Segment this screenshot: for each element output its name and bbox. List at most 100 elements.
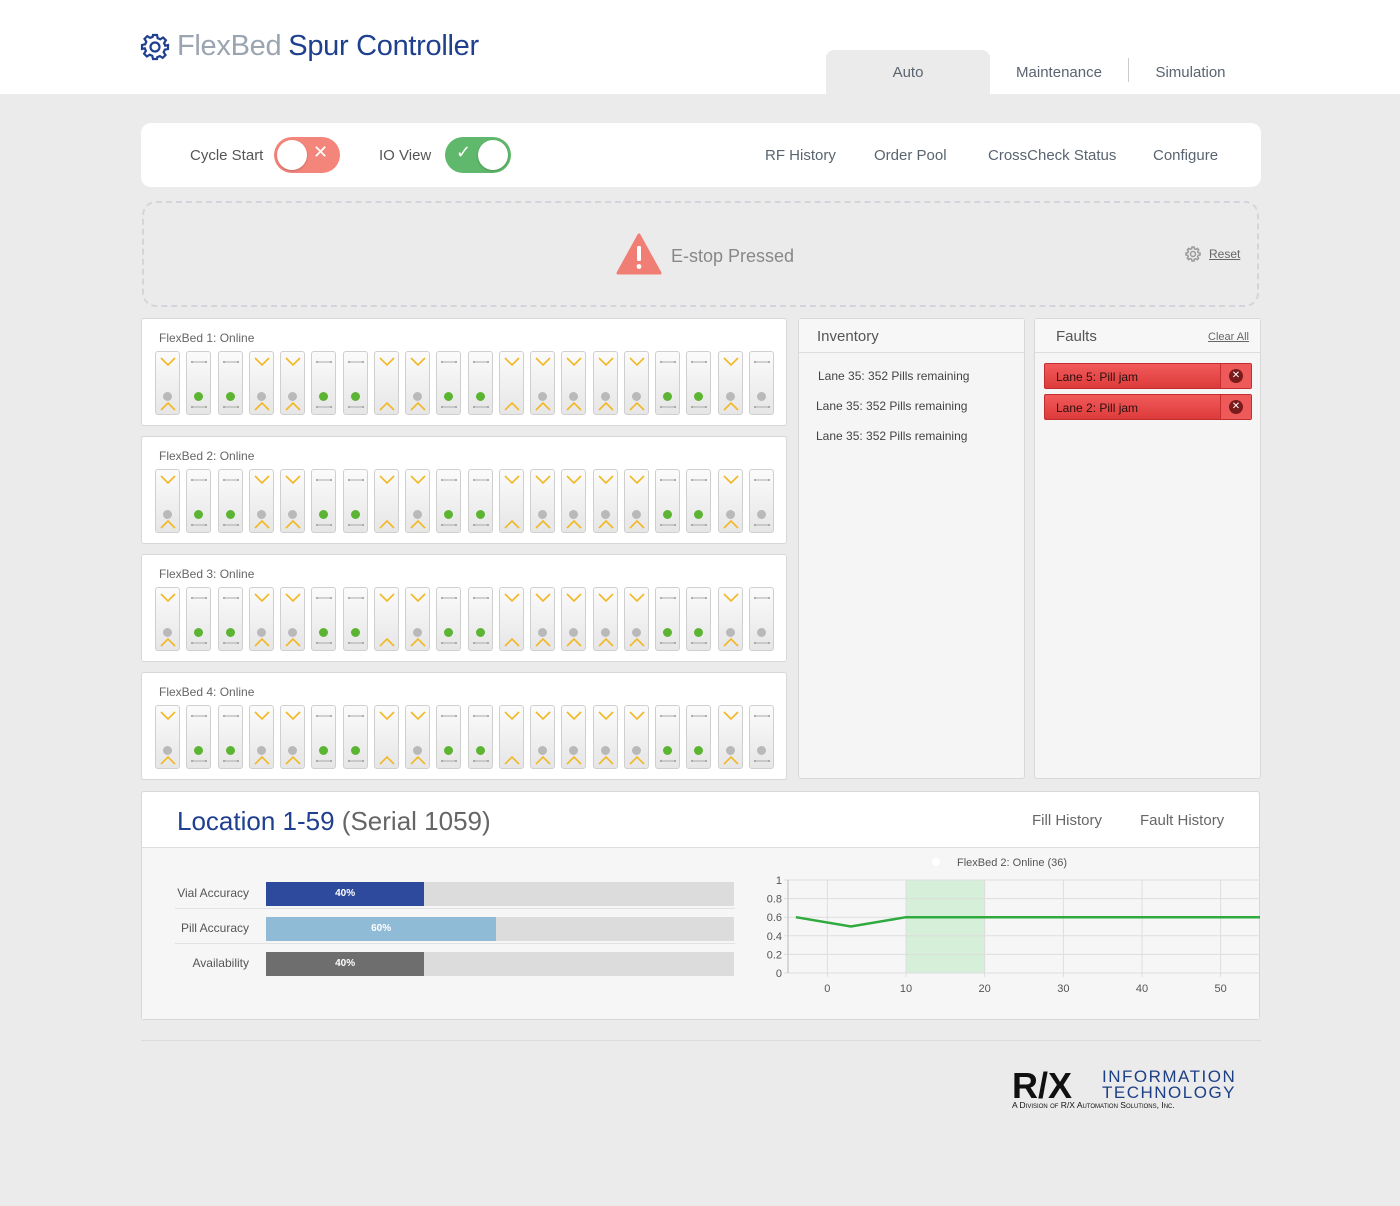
rf-history-link[interactable]: RF History	[765, 147, 836, 164]
lane-slot[interactable]	[374, 469, 399, 533]
connector-icon	[691, 406, 707, 408]
lane-slot[interactable]	[186, 705, 211, 769]
lane-slot[interactable]	[499, 705, 524, 769]
lane-slot[interactable]	[593, 587, 618, 651]
lane-slot[interactable]	[311, 351, 336, 415]
lane-slot[interactable]	[530, 351, 555, 415]
lane-slot[interactable]	[249, 469, 274, 533]
configure-link[interactable]: Configure	[1153, 147, 1219, 164]
lane-slot[interactable]	[593, 351, 618, 415]
lane-slot[interactable]	[499, 587, 524, 651]
lane-slot[interactable]	[624, 351, 649, 415]
lane-slot[interactable]	[249, 705, 274, 769]
lane-slot[interactable]	[468, 351, 493, 415]
lane-slot[interactable]	[718, 469, 743, 533]
lane-slot[interactable]	[218, 351, 243, 415]
fault-history-link[interactable]: Fault History	[1140, 812, 1225, 829]
lane-slot[interactable]	[218, 469, 243, 533]
lane-slot[interactable]	[311, 705, 336, 769]
lane-slot[interactable]	[468, 469, 493, 533]
lane-slot[interactable]	[218, 705, 243, 769]
connector-icon	[316, 597, 332, 599]
lane-slot[interactable]	[343, 469, 368, 533]
lane-slot[interactable]	[155, 469, 180, 533]
lane-slot[interactable]	[686, 587, 711, 651]
lane-slot[interactable]	[186, 469, 211, 533]
tab-simulation[interactable]: Simulation	[1155, 64, 1226, 81]
lane-slot[interactable]	[405, 587, 430, 651]
lane-slot[interactable]	[624, 469, 649, 533]
lane-slot[interactable]	[718, 351, 743, 415]
lane-slot[interactable]	[280, 587, 305, 651]
lane-slot[interactable]	[593, 705, 618, 769]
lane-slot[interactable]	[155, 587, 180, 651]
lane-slot[interactable]	[749, 587, 774, 651]
lane-slot[interactable]	[311, 469, 336, 533]
tab-auto[interactable]: Auto	[826, 50, 990, 94]
dismiss-fault-button[interactable]: ✕	[1220, 364, 1251, 388]
lane-slot[interactable]	[561, 469, 586, 533]
lane-slot[interactable]	[499, 351, 524, 415]
fill-history-link[interactable]: Fill History	[1032, 812, 1102, 829]
lane-slot[interactable]	[530, 469, 555, 533]
lane-slot[interactable]	[280, 351, 305, 415]
lane-slot[interactable]	[155, 351, 180, 415]
lane-slot[interactable]	[686, 705, 711, 769]
lane-slot[interactable]	[436, 705, 461, 769]
lane-slot[interactable]	[593, 469, 618, 533]
lane-slot[interactable]	[218, 587, 243, 651]
cycle-start-toggle[interactable]: ✕	[274, 137, 340, 173]
lane-slot[interactable]	[343, 705, 368, 769]
lane-slot[interactable]	[686, 351, 711, 415]
lane-slot[interactable]	[280, 469, 305, 533]
lane-slot[interactable]	[249, 587, 274, 651]
io-view-toggle[interactable]: ✓	[445, 137, 511, 173]
lane-slot[interactable]	[530, 705, 555, 769]
lane-slot[interactable]	[436, 587, 461, 651]
lane-slot[interactable]	[436, 469, 461, 533]
lane-slot[interactable]	[655, 587, 680, 651]
lane-slot[interactable]	[561, 705, 586, 769]
connector-icon	[316, 361, 332, 363]
lane-slot[interactable]	[468, 587, 493, 651]
lane-slot[interactable]	[374, 351, 399, 415]
lane-slot[interactable]	[749, 469, 774, 533]
dismiss-fault-button[interactable]: ✕	[1220, 395, 1251, 419]
lane-slot[interactable]	[249, 351, 274, 415]
crosscheck-status-link[interactable]: CrossCheck Status	[988, 147, 1117, 164]
lane-slot[interactable]	[436, 351, 461, 415]
lane-slot[interactable]	[624, 705, 649, 769]
lane-status-dot	[726, 510, 735, 519]
lane-slot[interactable]	[311, 587, 336, 651]
lane-slot[interactable]	[155, 705, 180, 769]
reset-button[interactable]: Reset	[1185, 246, 1240, 262]
lane-slot[interactable]	[499, 469, 524, 533]
lane-slot[interactable]	[655, 469, 680, 533]
lane-slot[interactable]	[468, 705, 493, 769]
lane-slot[interactable]	[374, 705, 399, 769]
lane-slot[interactable]	[343, 587, 368, 651]
lane-slot[interactable]	[405, 705, 430, 769]
lane-slot[interactable]	[186, 587, 211, 651]
lane-slot[interactable]	[374, 587, 399, 651]
lane-slot[interactable]	[686, 469, 711, 533]
order-pool-link[interactable]: Order Pool	[874, 147, 947, 164]
lane-slot[interactable]	[655, 705, 680, 769]
lane-status-dot	[538, 746, 547, 755]
lane-slot[interactable]	[405, 351, 430, 415]
lane-slot[interactable]	[624, 587, 649, 651]
lane-slot[interactable]	[280, 705, 305, 769]
lane-slot[interactable]	[186, 351, 211, 415]
lane-slot[interactable]	[718, 705, 743, 769]
lane-slot[interactable]	[343, 351, 368, 415]
lane-slot[interactable]	[561, 587, 586, 651]
lane-slot[interactable]	[718, 587, 743, 651]
tab-maintenance[interactable]: Maintenance	[1016, 64, 1102, 81]
lane-slot[interactable]	[749, 351, 774, 415]
lane-slot[interactable]	[405, 469, 430, 533]
lane-slot[interactable]	[749, 705, 774, 769]
lane-slot[interactable]	[561, 351, 586, 415]
clear-all-link[interactable]: Clear All	[1208, 331, 1249, 343]
lane-slot[interactable]	[655, 351, 680, 415]
lane-slot[interactable]	[530, 587, 555, 651]
